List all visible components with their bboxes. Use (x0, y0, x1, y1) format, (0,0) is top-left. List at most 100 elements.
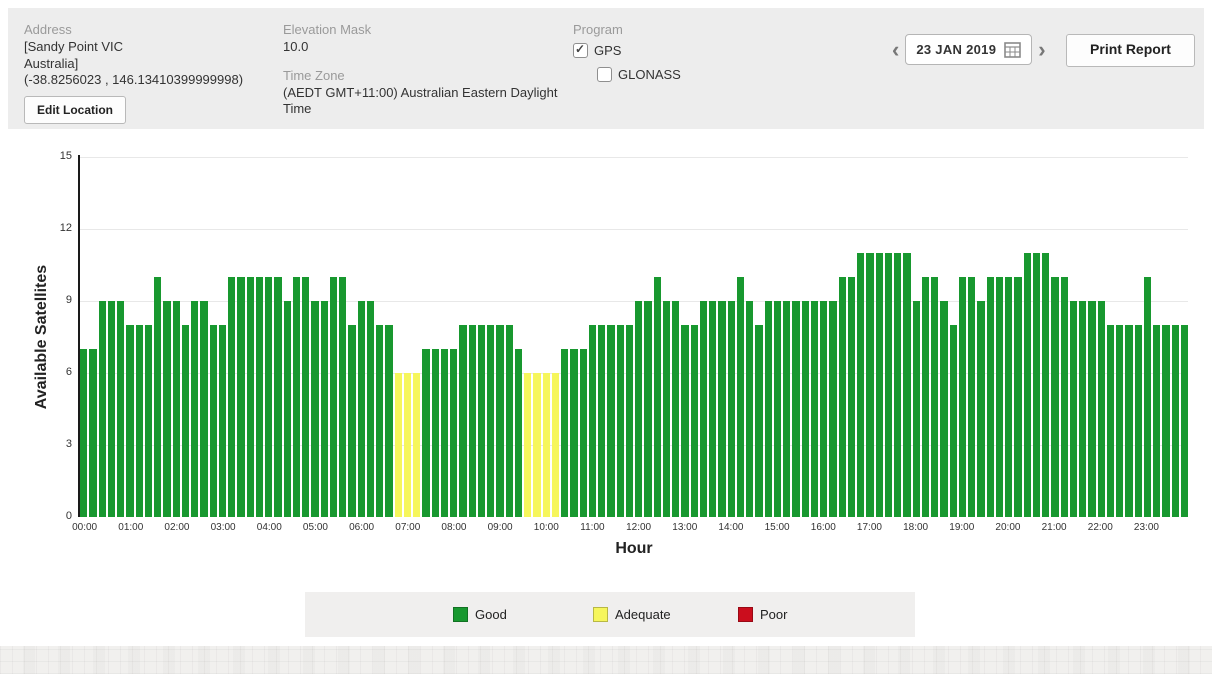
bar (1088, 301, 1096, 517)
x-tick-label: 10:00 (533, 522, 559, 533)
y-tick-label: 0 (65, 510, 72, 522)
address-label: Address (24, 22, 72, 37)
bar (829, 301, 837, 517)
bar (847, 277, 855, 517)
bar (1069, 301, 1077, 517)
bar (505, 325, 513, 517)
elevation-timezone-section: Elevation Mask 10.0 Time Zone (AEDT GMT+… (283, 22, 568, 118)
bar (117, 301, 125, 517)
bar (181, 325, 189, 517)
next-day-icon[interactable]: › (1038, 36, 1046, 62)
x-axis-title: Hour (615, 540, 653, 557)
bar (431, 349, 439, 517)
x-tick-label: 02:00 (164, 522, 190, 533)
bar (755, 325, 763, 517)
legend-swatch-icon (738, 607, 753, 622)
bar (894, 253, 902, 517)
bar (487, 325, 495, 517)
bar (783, 301, 791, 517)
x-tick-label: 22:00 (1087, 522, 1113, 533)
bar (413, 373, 421, 517)
bar (283, 301, 291, 517)
bar (1051, 277, 1059, 517)
glonass-checkbox[interactable] (597, 67, 612, 82)
bar (931, 277, 939, 517)
address-line1: [Sandy Point VIC (24, 39, 123, 54)
bar (792, 301, 800, 517)
bar (533, 373, 541, 517)
glonass-checkbox-row[interactable]: GLONASS (597, 67, 773, 82)
satellite-bar-chart (80, 157, 1188, 517)
bar (820, 301, 828, 517)
bar (940, 301, 948, 517)
time-zone-value: (AEDT GMT+11:00) Australian Eastern Dayl… (283, 84, 558, 117)
bar (1097, 301, 1105, 517)
bar (681, 325, 689, 517)
bar (320, 301, 328, 517)
x-tick-label: 08:00 (441, 522, 467, 533)
bar (459, 325, 467, 517)
x-tick-label: 20:00 (995, 522, 1021, 533)
bar (912, 301, 920, 517)
legend-label: Adequate (615, 607, 671, 622)
y-tick-label: 15 (59, 150, 72, 162)
x-tick-label: 13:00 (672, 522, 698, 533)
x-tick-label: 17:00 (856, 522, 882, 533)
x-tick-label: 18:00 (903, 522, 929, 533)
calendar-icon (1004, 41, 1022, 58)
x-tick-label: 14:00 (718, 522, 744, 533)
y-tick-label: 3 (65, 438, 72, 450)
x-tick-label: 16:00 (810, 522, 836, 533)
legend-swatch-icon (453, 607, 468, 622)
bar (80, 349, 88, 517)
bar (1143, 277, 1151, 517)
bar (154, 277, 162, 517)
bar (709, 301, 717, 517)
bar (801, 301, 809, 517)
bar (884, 253, 892, 517)
bar (616, 325, 624, 517)
bar (422, 349, 430, 517)
bar (1116, 325, 1124, 517)
bar (450, 349, 458, 517)
gps-checkbox-row[interactable]: GPS (573, 42, 773, 58)
time-zone-label: Time Zone (283, 67, 345, 83)
bar (265, 277, 273, 517)
bar (857, 253, 865, 517)
bar (1106, 325, 1114, 517)
bar (385, 325, 393, 517)
bar (339, 277, 347, 517)
bar (237, 277, 245, 517)
bar (496, 325, 504, 517)
address-section: Address [Sandy Point VIC Australia] (-38… (24, 22, 274, 124)
y-tick-label: 9 (65, 294, 72, 306)
coordinates: (-38.8256023 , 146.13410399999998) (24, 72, 244, 88)
bar (403, 373, 411, 517)
bar (200, 301, 208, 517)
bar (588, 325, 596, 517)
date-picker[interactable]: 23 JAN 2019 (905, 34, 1033, 65)
bar (135, 325, 143, 517)
bar (246, 277, 254, 517)
legend-swatch-icon (593, 607, 608, 622)
x-tick-label: 05:00 (302, 522, 328, 533)
gps-checkbox[interactable] (573, 42, 588, 58)
address-line2: Australia] (24, 55, 79, 71)
bar (274, 277, 282, 517)
bar (1171, 325, 1179, 517)
bar (1060, 277, 1068, 517)
bar (662, 301, 670, 517)
footer-texture (0, 646, 1212, 674)
y-tick-label: 12 (59, 222, 72, 234)
print-report-button[interactable]: Print Report (1066, 34, 1195, 67)
bar (561, 349, 569, 517)
bar (218, 325, 226, 517)
bar (1014, 277, 1022, 517)
x-tick-label: 01:00 (118, 522, 144, 533)
previous-day-icon[interactable]: ‹ (892, 36, 900, 62)
legend-item-adequate: Adequate (593, 607, 671, 622)
x-tick-label: 00:00 (72, 522, 98, 533)
edit-location-button[interactable]: Edit Location (24, 95, 126, 124)
bar (357, 301, 365, 517)
bar (311, 301, 319, 517)
